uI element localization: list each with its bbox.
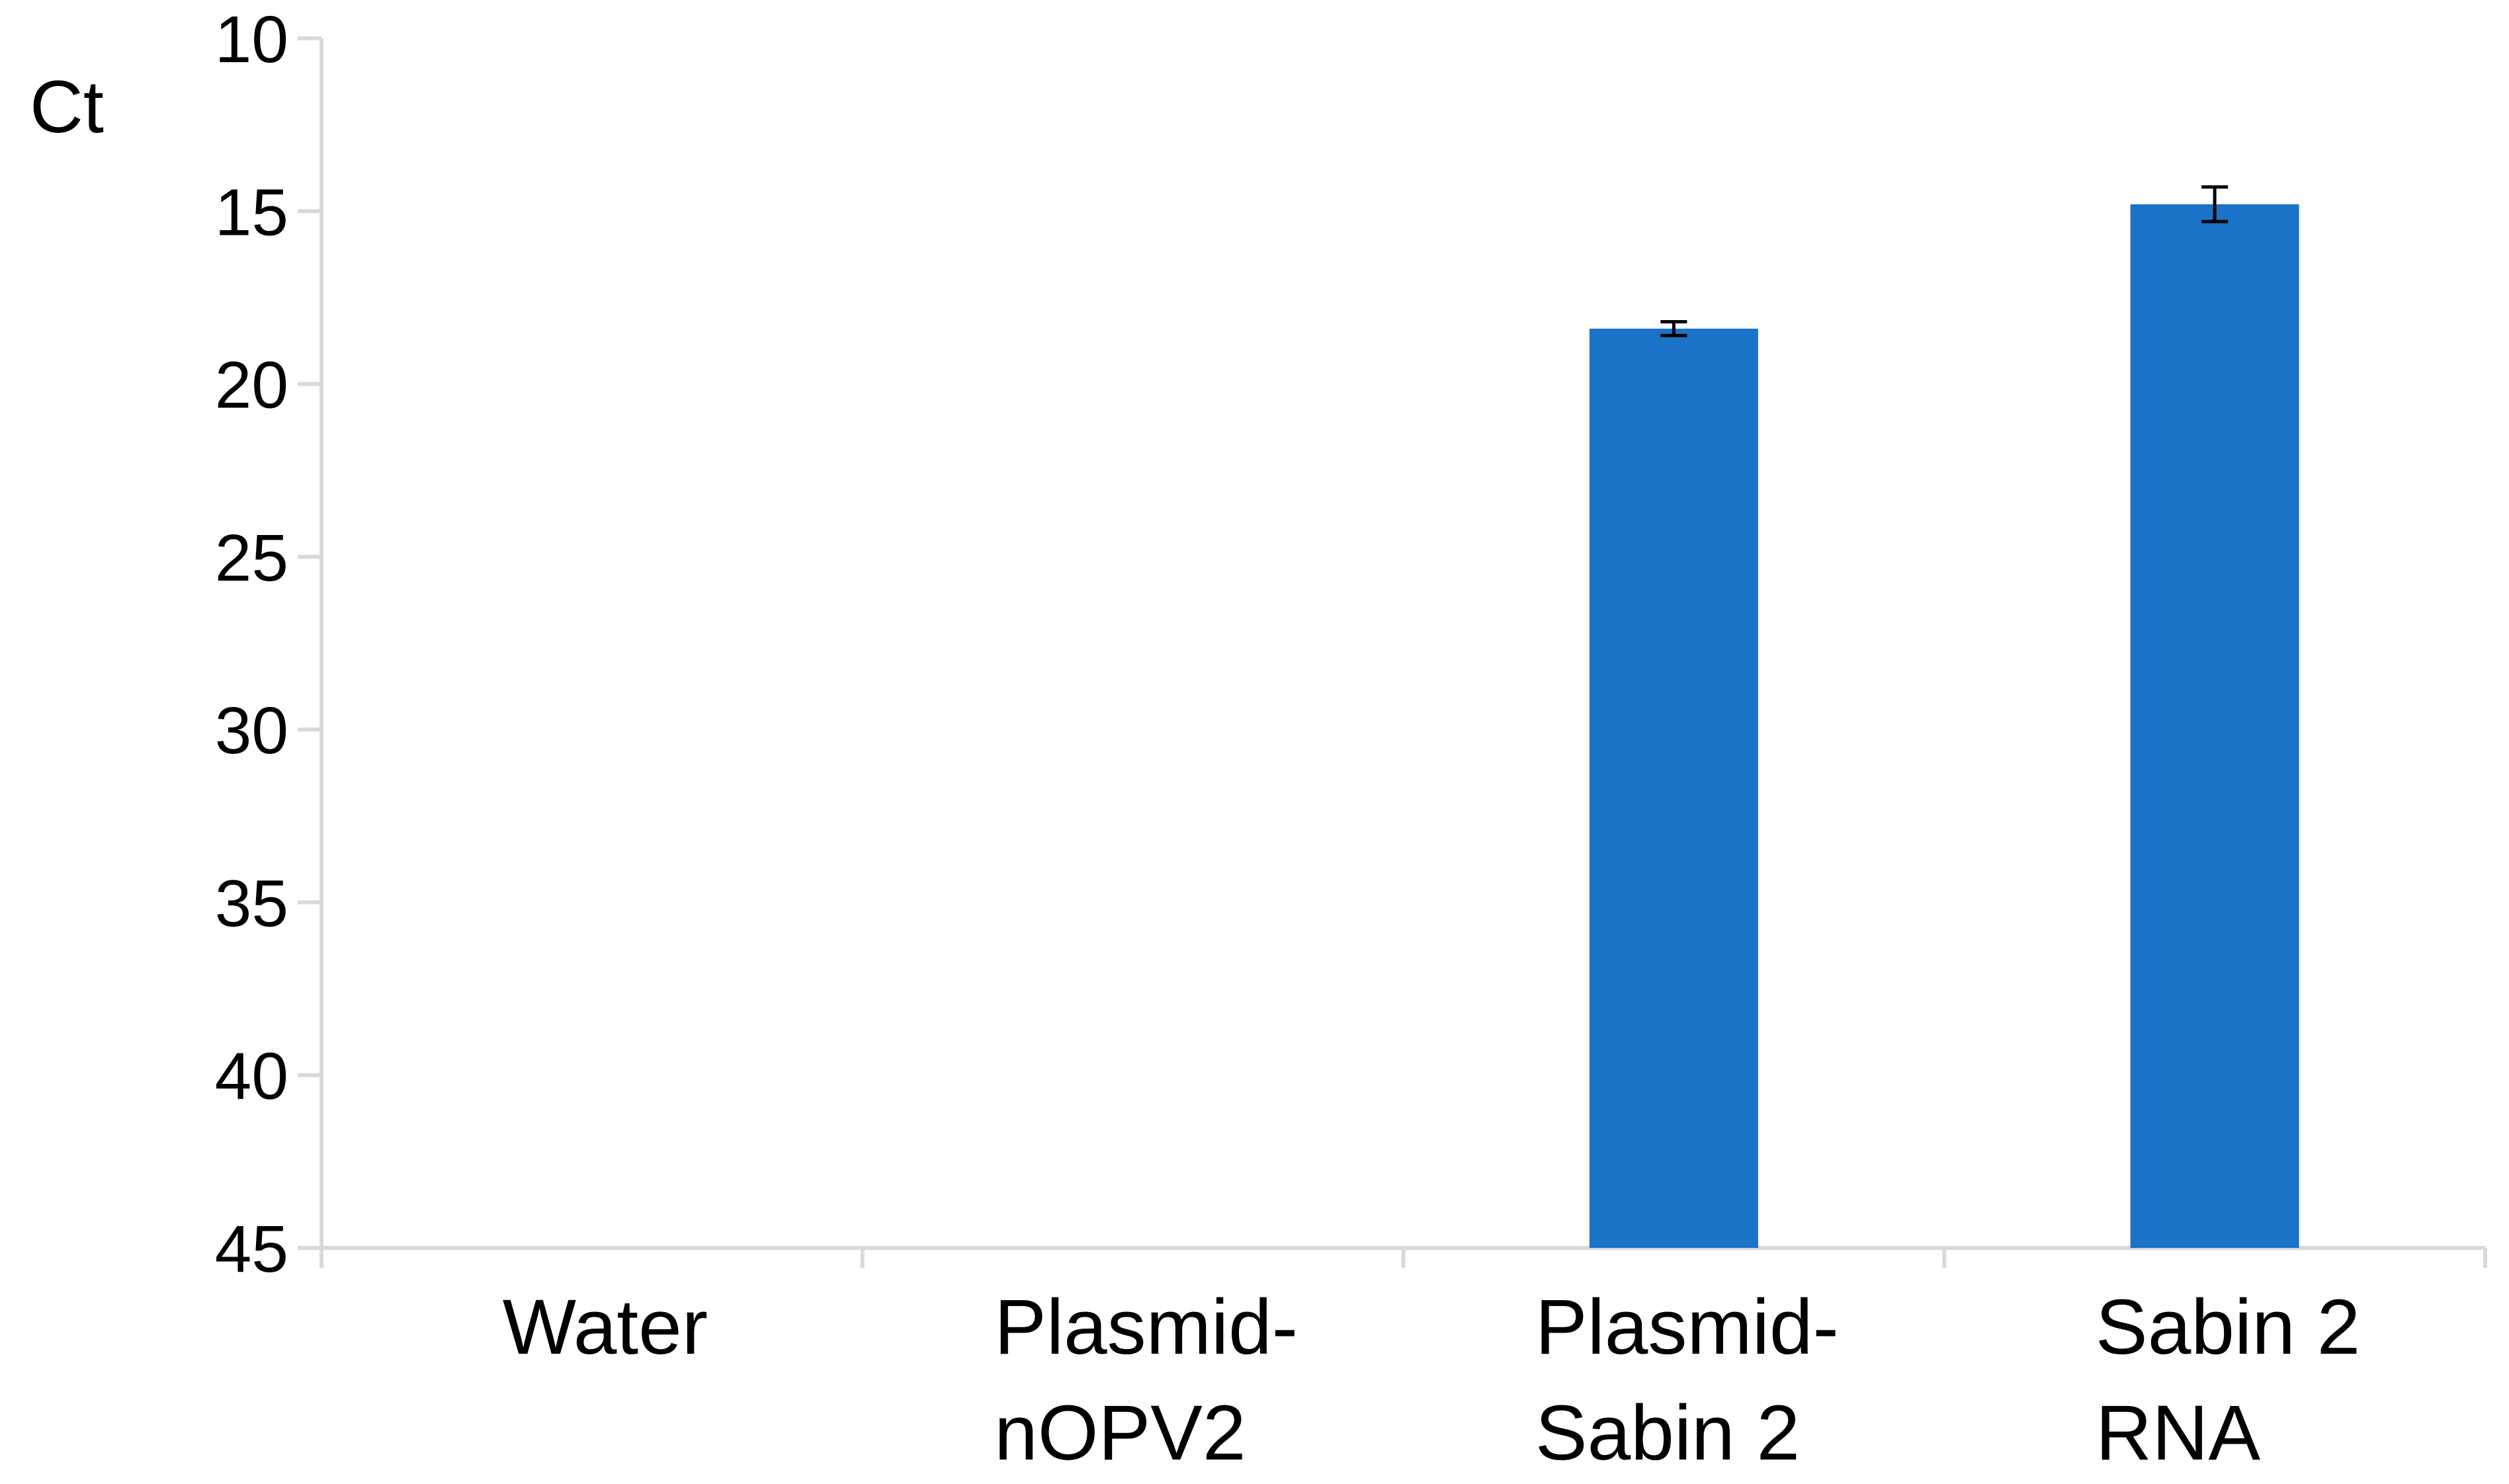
error-bar — [2201, 185, 2229, 224]
y-tick-label: 20 — [215, 349, 288, 423]
y-tick-label: 30 — [215, 694, 288, 768]
x-tick-label: Sabin 2 — [2096, 1284, 2360, 1371]
y-tick-label: 25 — [215, 521, 288, 595]
x-tick-label: Sabin 2 — [1535, 1389, 1800, 1477]
x-tick-label: RNA — [2096, 1389, 2260, 1477]
x-tick-label: Water — [503, 1284, 708, 1371]
y-tick-label: 45 — [215, 1212, 288, 1286]
x-tick-label: nOPV2 — [994, 1389, 1246, 1477]
y-tick-label: 40 — [215, 1040, 288, 1114]
y-axis-label: Ct — [30, 65, 104, 148]
y-tick-label: 15 — [215, 175, 288, 249]
x-tick-label: Plasmid- — [994, 1284, 1298, 1371]
y-tick-label: 10 — [215, 3, 288, 77]
bar — [1589, 328, 1758, 1249]
bar — [2130, 204, 2299, 1249]
y-tick-label: 35 — [215, 866, 288, 940]
error-bar — [1660, 320, 1687, 337]
x-tick-label: Plasmid- — [1535, 1284, 1839, 1371]
